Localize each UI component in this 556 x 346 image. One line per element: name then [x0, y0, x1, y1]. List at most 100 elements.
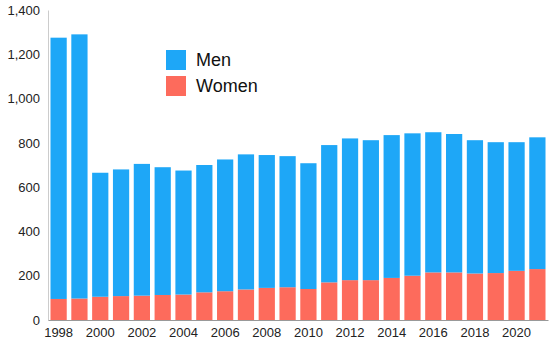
x-tick-label: 2012	[336, 325, 365, 340]
y-tick: 1,000	[7, 91, 48, 106]
bar	[363, 280, 379, 320]
bar	[259, 288, 275, 320]
x-tick: 2006	[211, 320, 240, 340]
bar	[321, 145, 337, 282]
bar	[279, 156, 295, 287]
bar	[363, 140, 379, 280]
bar	[467, 140, 483, 273]
bar	[342, 138, 358, 280]
bar	[508, 142, 524, 271]
x-tick: 2000	[86, 320, 115, 340]
x-tick: 2020	[502, 320, 531, 340]
y-tick: 1,200	[7, 47, 48, 62]
bar	[238, 289, 254, 320]
x-axis-line	[49, 320, 549, 321]
plot: 0 200 400 600 800 1,000 1,200 1,400 1998 2000 2002…	[7, 3, 548, 341]
x-tick-label: 2004	[169, 325, 198, 340]
y-tick-label: 1,400	[7, 3, 40, 18]
bar	[50, 38, 66, 299]
y-tick-label: 800	[18, 136, 40, 151]
chart: 0 200 400 600 800 1,000 1,200 1,400 1998 2000 2002…	[0, 0, 556, 346]
legend-item: Men	[166, 50, 231, 70]
bar	[508, 271, 524, 320]
x-tick: 2014	[377, 320, 406, 340]
bar	[467, 274, 483, 321]
x-tick-label: 2008	[252, 325, 281, 340]
y-tick-label: 200	[18, 268, 40, 283]
legend-swatch	[166, 50, 186, 70]
y-tick-label: 400	[18, 224, 40, 239]
bar	[155, 295, 171, 320]
bar	[113, 169, 129, 296]
bar	[321, 282, 337, 320]
x-tick-label: 2016	[419, 325, 448, 340]
bar	[425, 272, 441, 320]
y-axis: 0 200 400 600 800 1,000 1,200 1,400	[7, 3, 48, 328]
bar	[404, 133, 420, 275]
x-tick-label: 2014	[377, 325, 406, 340]
bar	[113, 296, 129, 320]
y-tick: 400	[18, 224, 48, 239]
bar	[529, 137, 545, 269]
bar	[425, 132, 441, 272]
bar	[300, 289, 316, 320]
bar	[217, 291, 233, 320]
legend-label: Women	[196, 76, 258, 96]
bar	[488, 273, 504, 320]
x-tick: 2018	[460, 320, 489, 340]
legend: Men Women	[166, 50, 258, 96]
bar	[300, 163, 316, 289]
y-tick: 800	[18, 136, 48, 151]
bar	[71, 34, 87, 298]
bar	[446, 134, 462, 272]
x-tick: 2002	[127, 320, 156, 340]
y-tick-label: 1,200	[7, 47, 40, 62]
legend-label: Men	[196, 50, 231, 70]
bar	[259, 155, 275, 288]
x-tick: 2012	[336, 320, 365, 340]
bar	[446, 272, 462, 320]
bar	[404, 276, 420, 320]
bar	[92, 297, 108, 320]
x-tick: 2004	[169, 320, 198, 340]
bar	[238, 154, 254, 289]
x-tick: 2010	[294, 320, 323, 340]
bar	[342, 280, 358, 320]
bar	[92, 173, 108, 297]
bar	[217, 159, 233, 291]
y-tick-label: 600	[18, 180, 40, 195]
legend-item: Women	[166, 76, 258, 96]
bar	[384, 278, 400, 320]
bar	[134, 296, 150, 320]
bar-series	[50, 34, 545, 299]
bar	[196, 165, 212, 292]
bar	[488, 142, 504, 273]
x-axis: 1998 2000 2002 2004 2006 2008 2010 2012 2014 2016…	[44, 320, 548, 340]
bar	[155, 167, 171, 295]
x-tick: 2008	[252, 320, 281, 340]
x-tick-label: 2002	[127, 325, 156, 340]
bar	[196, 292, 212, 320]
x-tick-label: 2006	[211, 325, 240, 340]
bar	[71, 299, 87, 320]
y-axis-line	[48, 11, 49, 321]
bar	[175, 295, 191, 320]
bar	[279, 287, 295, 320]
legend-swatch	[166, 76, 186, 96]
x-tick: 2016	[419, 320, 448, 340]
x-tick: 1998	[44, 320, 73, 340]
y-tick: 1,400	[7, 3, 48, 18]
bar	[529, 269, 545, 320]
bar	[50, 299, 66, 320]
bars	[50, 34, 545, 320]
x-tick-label: 2018	[460, 325, 489, 340]
x-tick-label: 2020	[502, 325, 531, 340]
x-tick-label: 2010	[294, 325, 323, 340]
y-tick: 200	[18, 268, 48, 283]
y-tick-label: 0	[33, 313, 40, 328]
x-tick-label: 2000	[86, 325, 115, 340]
bar	[134, 164, 150, 296]
y-tick-label: 1,000	[7, 91, 40, 106]
y-tick: 600	[18, 180, 48, 195]
bar	[175, 171, 191, 295]
